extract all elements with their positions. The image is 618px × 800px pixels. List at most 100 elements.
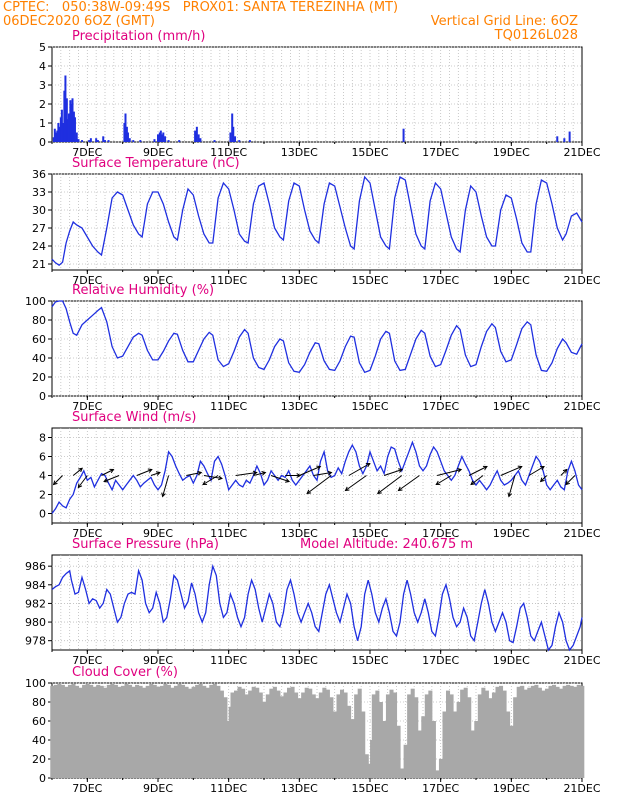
chart-6-bar bbox=[438, 759, 443, 778]
chart-6-bar bbox=[537, 687, 542, 778]
chart-1-bar bbox=[71, 98, 74, 142]
header-run-date: 06DEC2020 6OZ (GMT) bbox=[3, 14, 155, 29]
chart-1-bar bbox=[60, 109, 63, 142]
chart-6-bar bbox=[170, 687, 175, 778]
chart-1-bar bbox=[53, 128, 56, 142]
chart-5-subtitle: Model Altitude: 240.675 m bbox=[300, 537, 473, 552]
chart-6-bar bbox=[509, 725, 514, 778]
chart-6-bar bbox=[89, 684, 94, 778]
chart-1-bar bbox=[58, 126, 61, 142]
chart-1-bar bbox=[95, 138, 98, 142]
chart-4-wind-arrow bbox=[162, 475, 170, 497]
chart-4-wind-arrow bbox=[500, 466, 522, 476]
chart-5-xtick-label: 17DEC bbox=[422, 654, 459, 667]
chart-6-bar bbox=[128, 684, 133, 778]
chart-6-bar bbox=[371, 694, 376, 778]
chart-1-bar bbox=[126, 132, 129, 142]
chart-6-xtick-label: 19DEC bbox=[493, 782, 530, 795]
chart-6-bar bbox=[205, 687, 210, 778]
chart-1-ytick-label: 1 bbox=[39, 117, 46, 130]
chart-4-wind-arrow-head bbox=[285, 478, 291, 483]
chart-4-wind-arrow bbox=[470, 475, 484, 485]
chart-6-bar bbox=[573, 686, 578, 778]
chart-6-bar bbox=[403, 744, 408, 778]
chart-6-ytick-label: 60 bbox=[32, 715, 46, 728]
chart-1-ytick-label: 5 bbox=[39, 41, 46, 54]
chart-1-bar bbox=[67, 113, 70, 142]
chart-1-bar bbox=[162, 132, 165, 142]
chart-1-bar bbox=[195, 126, 198, 142]
chart-6-bar bbox=[463, 687, 468, 778]
chart-6-bar bbox=[340, 689, 345, 778]
chart-6-bar bbox=[60, 684, 65, 778]
chart-6-bar bbox=[552, 684, 557, 778]
chart-6-bar bbox=[396, 725, 401, 778]
chart-1-bar bbox=[139, 140, 142, 142]
chart-1-bar bbox=[88, 140, 91, 142]
chart-4-wind-arrow-head bbox=[252, 470, 258, 476]
header-station: CPTEC: 050:38W-09:49S PROX01: SANTA TERE… bbox=[3, 0, 399, 15]
chart-4-wind-arrow bbox=[468, 466, 488, 476]
chart-4-wind-arrow bbox=[313, 472, 332, 476]
chart-6-bar bbox=[449, 694, 454, 778]
chart-6-bar bbox=[173, 685, 178, 778]
chart-3-frame bbox=[51, 300, 583, 397]
chart-6-bar bbox=[410, 688, 415, 778]
chart-6-bar bbox=[315, 698, 320, 778]
chart-5-xtick-label: 15DEC bbox=[351, 654, 388, 667]
chart-1-bar bbox=[231, 113, 234, 142]
chart-6-bar bbox=[113, 684, 118, 778]
chart-6-xtick-label: 13DEC bbox=[281, 782, 318, 795]
chart-6-bar bbox=[71, 683, 76, 778]
chart-1-xtick-label: 13DEC bbox=[281, 146, 318, 159]
chart-6-bar bbox=[506, 711, 511, 778]
chart-6-bar bbox=[364, 754, 369, 778]
chart-1-bar bbox=[178, 140, 181, 142]
chart-3-xtick-label: 9DEC bbox=[143, 400, 173, 413]
chart-4-wind-arrow bbox=[436, 475, 452, 485]
chart-5-xtick-label: 7DEC bbox=[72, 654, 102, 667]
chart-1-bar bbox=[52, 137, 55, 142]
chart-4-title: Surface Wind (m/s) bbox=[72, 410, 196, 425]
chart-4-wind-arrow-head bbox=[327, 470, 333, 476]
chart-1-xtick-label: 11DEC bbox=[210, 146, 247, 159]
chart-6-bar bbox=[255, 687, 260, 778]
chart-6-bar bbox=[322, 687, 327, 778]
chart-1-bar bbox=[167, 140, 170, 142]
chart-6-bar bbox=[279, 696, 284, 778]
chart-6-bar bbox=[527, 687, 532, 778]
chart-2-title: Surface Temperature (nC) bbox=[72, 156, 240, 171]
chart-6-bar bbox=[470, 730, 475, 778]
chart-6-ytick-label: 80 bbox=[32, 696, 46, 709]
chart-6-bar bbox=[103, 687, 108, 778]
chart-4-wind-arrow bbox=[53, 475, 63, 485]
chart-6-bar bbox=[244, 694, 249, 778]
chart-2-xtick-label: 13DEC bbox=[281, 274, 318, 287]
chart-4-wind-arrow bbox=[437, 469, 462, 476]
chart-6-bar bbox=[82, 684, 87, 778]
chart-6-bar bbox=[184, 686, 189, 778]
chart-1-bar bbox=[124, 113, 127, 142]
chart-6-bar bbox=[212, 683, 217, 778]
chart-2-ytick-label: 36 bbox=[32, 168, 46, 181]
chart-6-bar bbox=[477, 694, 482, 778]
chart-1-bar bbox=[66, 119, 69, 142]
chart-1-bar bbox=[63, 90, 66, 142]
chart-6-bar bbox=[562, 685, 567, 778]
chart-6-bar bbox=[159, 685, 164, 778]
chart-3-ytick-label: 40 bbox=[32, 352, 46, 365]
chart-6-bar bbox=[241, 688, 246, 778]
chart-6-bar bbox=[424, 694, 429, 778]
chart-1-xtick-label: 7DEC bbox=[72, 146, 102, 159]
chart-6-xtick-label: 15DEC bbox=[351, 782, 388, 795]
chart-6-xtick-label: 7DEC bbox=[72, 782, 102, 795]
chart-6-bar bbox=[530, 685, 535, 778]
chart-6-bar bbox=[382, 721, 387, 778]
chart-4-wind-arrow-head bbox=[470, 480, 476, 486]
chart-6-bar bbox=[92, 686, 97, 778]
chart-1-bar bbox=[70, 104, 73, 142]
chart-6-bar bbox=[181, 684, 186, 778]
chart-6-bar bbox=[294, 692, 299, 778]
chart-6-bar bbox=[64, 686, 69, 778]
